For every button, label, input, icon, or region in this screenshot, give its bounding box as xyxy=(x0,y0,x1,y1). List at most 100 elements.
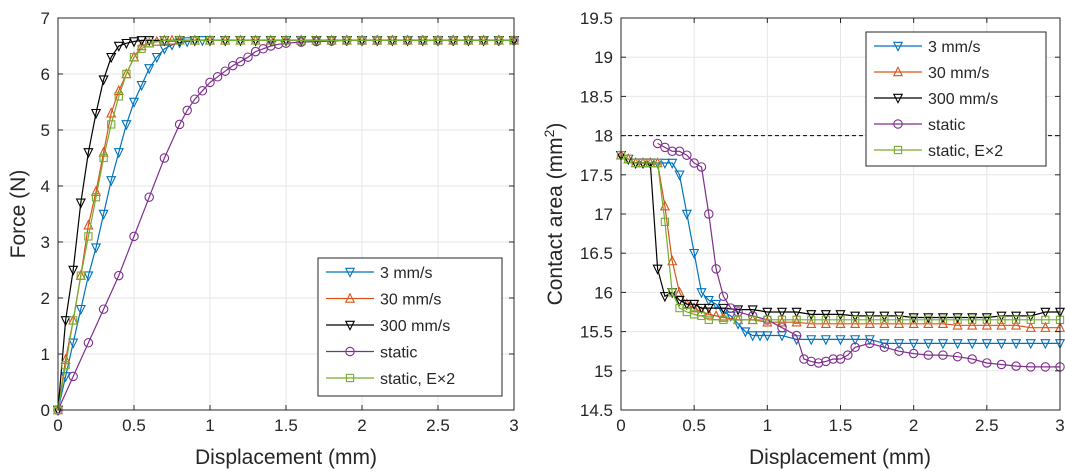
x-tick-label: 1 xyxy=(763,416,772,435)
data-point xyxy=(776,316,788,327)
data-point xyxy=(681,209,692,220)
y-tick-label: 5 xyxy=(41,121,50,140)
y-tick-label: 7 xyxy=(41,9,50,28)
data-point xyxy=(806,335,817,346)
data-point xyxy=(732,305,744,316)
data-point xyxy=(190,36,199,45)
legend-entry-30-mm-s: 30 mm/s xyxy=(326,292,441,309)
legend-marker xyxy=(893,119,903,129)
data-point xyxy=(967,319,978,330)
legend-marker xyxy=(344,267,356,278)
data-point xyxy=(129,231,139,242)
data-point xyxy=(740,327,751,338)
data-point xyxy=(1011,315,1021,324)
data-point xyxy=(122,69,131,79)
data-point xyxy=(106,52,117,64)
data-point xyxy=(98,209,109,220)
data-point xyxy=(1026,315,1035,324)
data-point xyxy=(967,339,978,350)
data-point xyxy=(83,271,94,282)
x-axis-label: Displacement (mm) xyxy=(195,446,377,469)
data-point xyxy=(865,338,875,349)
data-point xyxy=(1011,339,1022,350)
legend-label: static, E×2 xyxy=(928,143,1003,160)
data-point xyxy=(791,316,802,327)
y-tick-label: 15 xyxy=(594,362,613,381)
data-point xyxy=(236,36,245,45)
y-axis-label-sup: 2 xyxy=(541,129,557,137)
data-point xyxy=(659,158,670,169)
legend-entry-static-e-2: static, E×2 xyxy=(874,143,1003,160)
x-tick-label: 3 xyxy=(1055,416,1064,435)
data-point xyxy=(61,361,70,370)
data-point xyxy=(762,316,773,327)
x-tick-label: 1.5 xyxy=(274,416,298,435)
data-point xyxy=(953,315,962,324)
data-point xyxy=(776,307,788,318)
series-line xyxy=(57,39,514,411)
data-point xyxy=(696,303,707,315)
y-tick-label: 0 xyxy=(41,401,50,420)
legend-marker xyxy=(345,346,355,357)
legend: 3 mm/s 30 mm/s 300 mm/s static static, E×2 xyxy=(865,31,1047,167)
data-point xyxy=(136,80,147,92)
data-point xyxy=(1011,319,1022,330)
data-point xyxy=(182,37,193,48)
series-layer xyxy=(615,138,1065,372)
data-point xyxy=(107,120,116,129)
data-point xyxy=(357,36,367,45)
legend-marker xyxy=(893,145,903,155)
tick-layer: 0 0.5 1 1.5 2 2.5 3 0 1 2 3 4 5 6 7 xyxy=(41,9,519,435)
data-point xyxy=(205,36,215,45)
data-point xyxy=(1025,339,1036,350)
data-point xyxy=(652,138,663,149)
data-point xyxy=(151,52,162,64)
data-point xyxy=(205,77,215,88)
data-point xyxy=(879,342,890,353)
data-point xyxy=(479,36,488,45)
data-point xyxy=(1041,315,1050,324)
data-point xyxy=(243,52,253,62)
data-point xyxy=(388,36,397,45)
data-point xyxy=(652,264,663,275)
data-point xyxy=(182,105,192,116)
data-point xyxy=(190,94,200,104)
data-point xyxy=(144,192,154,202)
data-point xyxy=(704,209,714,219)
data-point xyxy=(952,319,963,330)
data-point xyxy=(418,36,427,45)
series-layer xyxy=(52,34,520,416)
data-point xyxy=(266,36,275,45)
data-point xyxy=(937,313,949,324)
data-point xyxy=(967,354,977,364)
data-point xyxy=(923,350,934,360)
y-tick-label: 19 xyxy=(594,48,613,67)
x-tick-label: 0 xyxy=(616,416,625,435)
data-point xyxy=(703,308,714,319)
data-point xyxy=(880,315,889,324)
data-point xyxy=(228,60,238,71)
legend-marker xyxy=(892,66,904,77)
data-point xyxy=(114,92,123,101)
data-point xyxy=(792,315,801,324)
data-point xyxy=(99,153,108,163)
data-point xyxy=(820,310,831,321)
data-point xyxy=(835,354,846,364)
data-point xyxy=(327,36,336,45)
data-point xyxy=(725,303,736,313)
data-point xyxy=(674,170,685,181)
data-point xyxy=(106,107,117,118)
data-point xyxy=(952,351,963,362)
data-point xyxy=(843,350,853,360)
y-tick-label: 1 xyxy=(41,345,50,364)
data-point xyxy=(836,315,845,324)
data-point xyxy=(667,255,678,266)
series-static-e-2 xyxy=(53,36,519,415)
data-point xyxy=(113,41,124,52)
data-point xyxy=(747,305,758,316)
data-point xyxy=(996,339,1007,350)
legend-label: static xyxy=(380,345,417,362)
data-point xyxy=(121,120,132,131)
legend-entry-static: static xyxy=(326,345,417,362)
